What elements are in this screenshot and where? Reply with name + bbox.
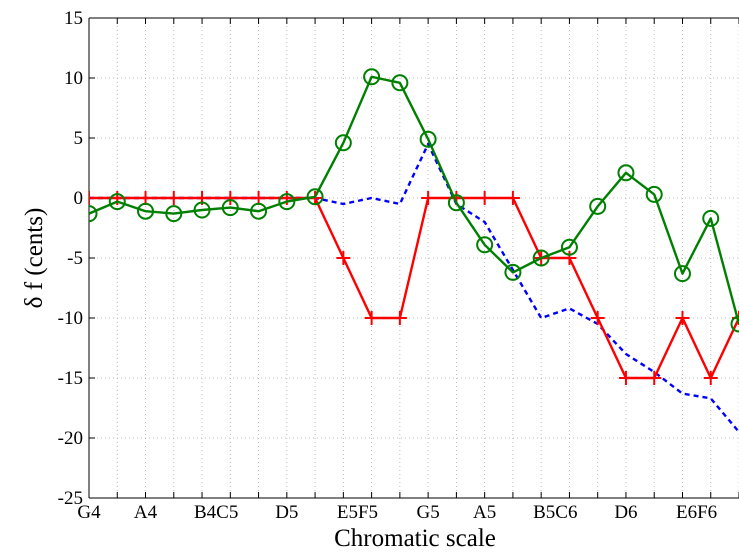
data-point-marker bbox=[137, 202, 155, 220]
y-tick-label: -15 bbox=[58, 368, 83, 389]
x-tick-label: B4C5 bbox=[194, 502, 238, 523]
data-point-marker bbox=[590, 311, 605, 325]
data-point-marker bbox=[675, 311, 690, 325]
data-point-marker bbox=[419, 130, 437, 148]
axes bbox=[88, 17, 739, 499]
x-tick-label: A5 bbox=[473, 502, 496, 523]
y-tick-label: -20 bbox=[58, 428, 83, 449]
data-point-marker bbox=[673, 265, 691, 283]
data-point-marker bbox=[166, 191, 181, 205]
y-tick-label: 15 bbox=[64, 8, 83, 29]
data-point-marker bbox=[334, 134, 352, 152]
data-point-marker bbox=[221, 199, 239, 217]
data-point-marker bbox=[223, 191, 238, 205]
x-tick-label: A4 bbox=[134, 502, 158, 523]
data-point-marker bbox=[250, 202, 268, 220]
data-point-marker bbox=[532, 249, 550, 267]
data-point-marker bbox=[477, 191, 492, 205]
x-tick-label: E5F5 bbox=[337, 502, 378, 523]
data-point-marker bbox=[278, 193, 296, 211]
data-point-marker bbox=[504, 263, 522, 281]
data-point-marker bbox=[108, 193, 126, 211]
data-point-marker bbox=[505, 191, 520, 205]
x-tick-label: D6 bbox=[614, 502, 637, 523]
data-point-marker bbox=[251, 191, 266, 205]
y-axis-title: δ f (cents) bbox=[21, 208, 48, 309]
x-tick-label: G5 bbox=[417, 502, 440, 523]
data-point-marker bbox=[89, 205, 98, 223]
data-point-marker bbox=[703, 371, 718, 385]
x-tick-label: D5 bbox=[275, 502, 298, 523]
series-group bbox=[89, 68, 739, 433]
data-point-marker bbox=[562, 251, 577, 265]
y-tick-label: 0 bbox=[74, 188, 84, 209]
y-tick-label: 10 bbox=[64, 68, 83, 89]
x-axis-title: Chromatic scale bbox=[334, 525, 496, 552]
data-point-marker bbox=[306, 188, 324, 206]
x-tick-label: E6F6 bbox=[676, 502, 717, 523]
data-point-marker bbox=[421, 191, 436, 205]
data-point-marker bbox=[730, 315, 739, 333]
data-point-marker bbox=[392, 311, 407, 325]
data-point-marker bbox=[336, 251, 351, 265]
data-point-marker bbox=[618, 371, 633, 385]
y-tick-label: 5 bbox=[74, 128, 84, 149]
data-point-marker bbox=[193, 201, 211, 219]
x-tick-label: B5C6 bbox=[533, 502, 577, 523]
y-tick-label: -5 bbox=[67, 248, 83, 269]
data-point-marker bbox=[589, 197, 607, 215]
data-point-marker bbox=[647, 371, 662, 385]
data-point-marker bbox=[364, 311, 379, 325]
data-point-marker bbox=[363, 68, 381, 86]
grid bbox=[89, 18, 739, 498]
data-point-marker bbox=[645, 185, 663, 203]
y-tick-label: -25 bbox=[58, 488, 83, 509]
data-point-marker bbox=[165, 205, 183, 223]
data-point-marker bbox=[560, 238, 578, 256]
data-point-marker bbox=[617, 164, 635, 182]
x-tick-label: G4 bbox=[77, 502, 101, 523]
data-point-marker bbox=[447, 194, 465, 212]
series-line-3 bbox=[89, 75, 739, 325]
data-point-marker bbox=[702, 209, 720, 227]
data-point-marker bbox=[476, 236, 494, 254]
y-tick-label: -10 bbox=[58, 308, 83, 329]
data-point-marker bbox=[89, 191, 96, 205]
data-point-marker bbox=[391, 74, 409, 92]
data-point-marker bbox=[138, 191, 153, 205]
